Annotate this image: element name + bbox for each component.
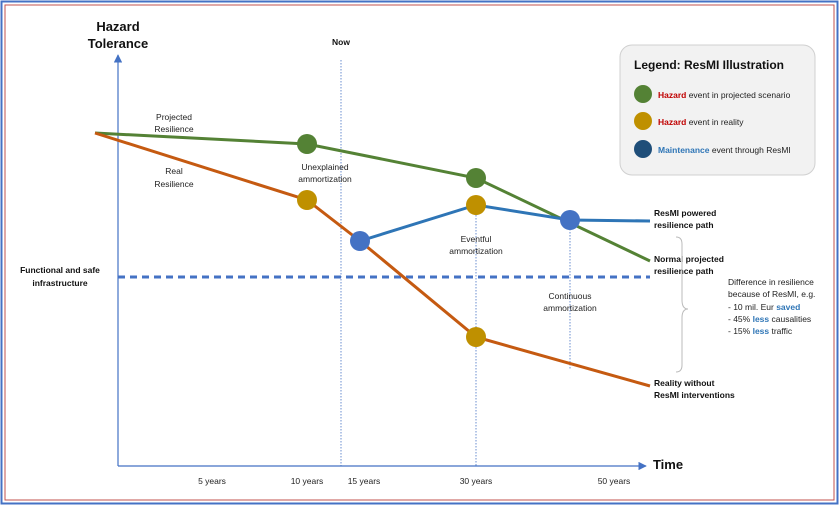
hazard-real-marker-2 (466, 195, 486, 215)
functional-label-line1: Functional and safe (20, 265, 100, 275)
tick-5-years: 5 years (198, 476, 226, 486)
resmi-path-label-line2: resilience path (654, 220, 714, 230)
inner-border (4, 4, 835, 501)
hazard-real-marker-3 (466, 327, 486, 347)
continuous-label-line2: ammortization (543, 303, 597, 313)
real-label-line2: Resilience (154, 179, 193, 189)
difference-item1-highlight: saved (776, 302, 800, 312)
difference-item2-highlight: less (753, 314, 770, 324)
legend-title: Legend: ResMI Illustration (634, 58, 784, 72)
legend-maintenance-marker (634, 140, 652, 158)
real-label-line1: Real (165, 166, 183, 176)
projected-label-line2: Resilience (154, 124, 193, 134)
difference-line1: Difference in resilience (728, 277, 814, 287)
legend-hazard-real-marker (634, 112, 652, 130)
maintenance-marker-1 (350, 231, 370, 251)
y-axis-label-line2: Tolerance (88, 36, 148, 51)
resmi-path-line (359, 203, 651, 243)
continuous-label-line1: Continuous (548, 291, 591, 301)
reality-label-line1: Reality without (654, 378, 715, 388)
now-label: Now (332, 37, 350, 47)
difference-line2: because of ResMI, e.g. (728, 289, 815, 299)
legend-hazard-projected-marker (634, 85, 652, 103)
legend-item-1: Hazard event in projected scenario (658, 90, 791, 100)
functional-label-line2: infrastructure (32, 278, 88, 288)
normal-path-label-line2: resilience path (654, 266, 714, 276)
difference-item3: - 15% less traffic (728, 326, 793, 336)
difference-item3-highlight: less (753, 326, 770, 336)
tick-10-years: 10 years (291, 476, 324, 486)
hazard-real-marker-1 (297, 190, 317, 210)
unexplained-label-line2: ammortization (298, 174, 352, 184)
legend: Legend: ResMI Illustration Hazard event … (619, 44, 816, 176)
hazard-projected-marker-1 (297, 134, 317, 154)
projected-resilience-line (94, 131, 651, 263)
projected-label-line1: Projected (156, 112, 192, 122)
legend-box (619, 44, 816, 176)
difference-item1: - 10 mil. Eur saved (728, 302, 800, 312)
maintenance-marker-2 (560, 210, 580, 230)
difference-brace (675, 236, 689, 373)
unexplained-label-line1: Unexplained (301, 162, 349, 172)
reality-label-line2: ResMI interventions (654, 390, 735, 400)
legend-item-3: Maintenance event through ResMI (658, 145, 791, 155)
eventful-label-line2: ammortization (449, 246, 503, 256)
x-axis-label: Time (653, 457, 683, 472)
legend-item-2: Hazard event in reality (658, 117, 744, 127)
resmi-path-label-line1: ResMI powered (654, 208, 716, 218)
eventful-label-line1: Eventful (461, 234, 492, 244)
difference-item2: - 45% less causalities (728, 314, 811, 324)
tick-15-years: 15 years (348, 476, 381, 486)
tick-50-years: 50 years (598, 476, 631, 486)
y-axis-label-line1: Hazard (96, 19, 139, 34)
normal-path-label-line1: Normal projected (654, 254, 724, 264)
tick-30-years: 30 years (460, 476, 493, 486)
hazard-projected-marker-2 (466, 168, 486, 188)
